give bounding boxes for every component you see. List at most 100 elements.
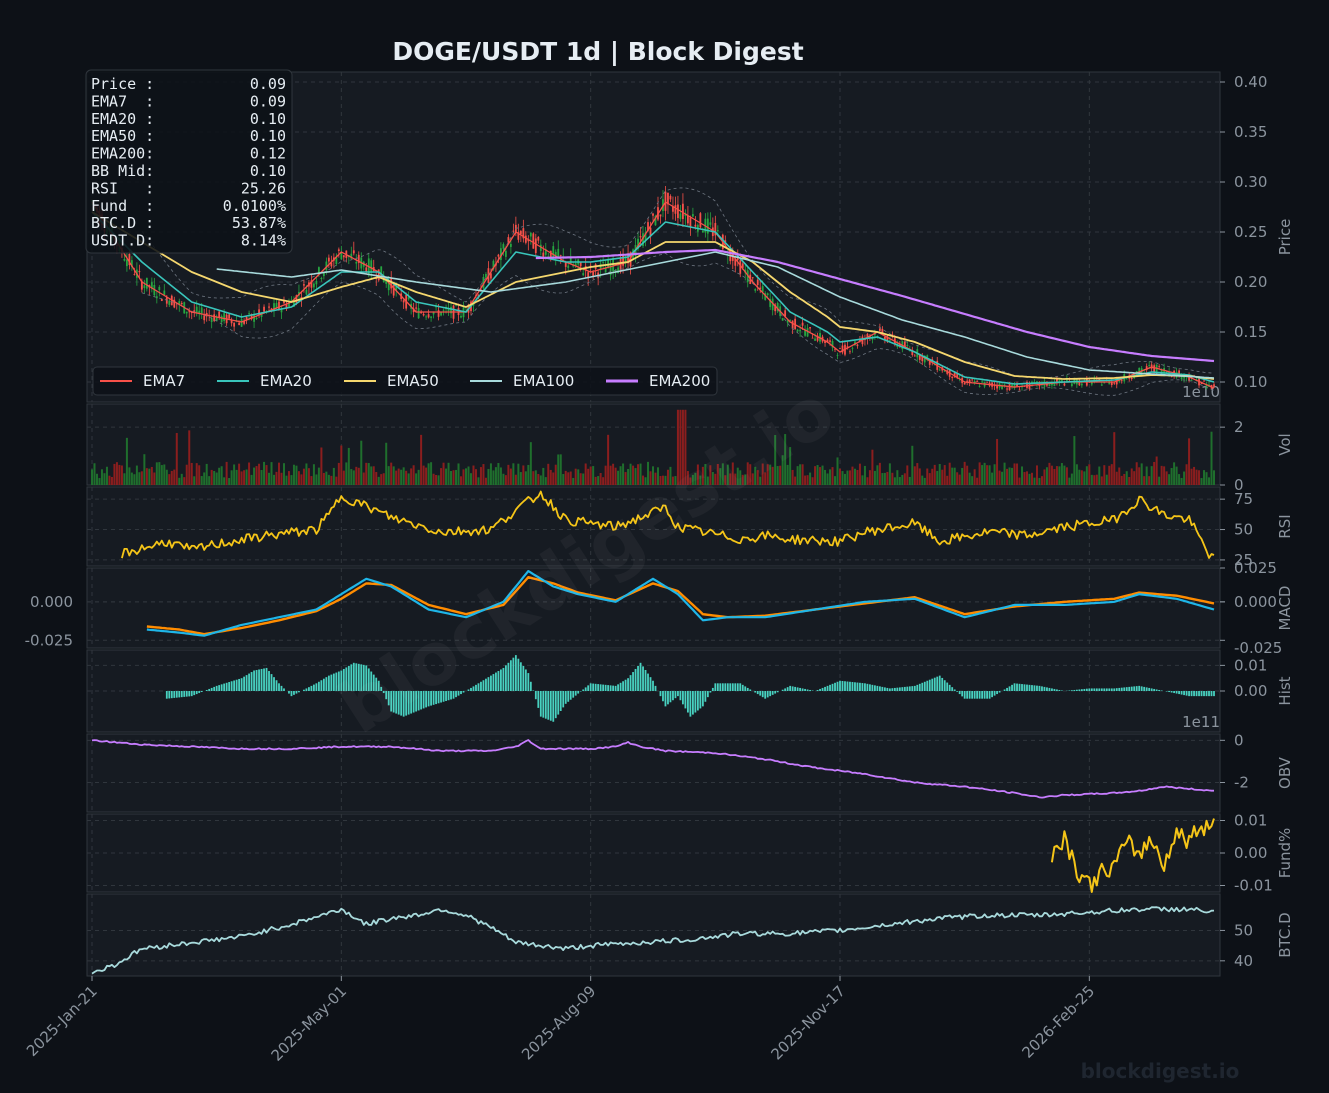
histogram-bar (1193, 691, 1195, 697)
ytick-label-funding: 0.00 (1234, 844, 1267, 862)
histogram-bar (791, 686, 794, 691)
histogram-bar (589, 683, 592, 691)
candle-body (951, 376, 954, 378)
candle-body (128, 253, 131, 266)
volume-bar (819, 467, 822, 485)
volume-bar (766, 464, 769, 485)
histogram-bar (1213, 691, 1215, 697)
candle-body (786, 320, 789, 323)
candle-body (163, 290, 166, 295)
candle-body (288, 302, 290, 307)
candle-body (155, 296, 158, 299)
histogram-bar (677, 691, 679, 697)
candle-body (791, 320, 794, 329)
candle-body (687, 215, 689, 224)
volume-bar (1175, 466, 1178, 485)
volume-bar (751, 473, 754, 485)
candle-body (891, 334, 894, 336)
volume-bar (1075, 464, 1078, 485)
volume-bar (716, 463, 719, 485)
candle-body (218, 311, 221, 318)
volume-bar (764, 472, 767, 485)
candle-body (173, 299, 176, 308)
volume-bar (1021, 466, 1024, 485)
volume-bar (656, 467, 659, 485)
histogram-bar (273, 677, 275, 691)
candle-body (352, 250, 355, 254)
histogram-bar (320, 680, 323, 691)
volume-bar (175, 432, 178, 485)
histogram-bar (235, 679, 238, 691)
volume-bar (968, 472, 971, 485)
volume-bar (148, 468, 151, 485)
ytick-label-rsi: 50 (1234, 521, 1253, 539)
candle-body (1063, 383, 1066, 386)
volume-bar (886, 471, 889, 485)
histogram-bar (1095, 688, 1098, 691)
volume-bar (327, 474, 330, 485)
histogram-bar (303, 689, 305, 691)
histogram-bar (774, 691, 777, 694)
candle-body (544, 249, 547, 255)
volume-bar (609, 465, 612, 485)
volume-bar (632, 465, 635, 485)
histogram-bar (841, 681, 844, 691)
volume-bar (1160, 465, 1163, 485)
volume-bar (642, 475, 645, 485)
histogram-bar (597, 684, 600, 691)
histogram-bar (679, 691, 682, 701)
volume-bar (1150, 466, 1153, 485)
candle-body (682, 203, 684, 220)
histogram-bar (173, 691, 176, 698)
histogram-bar (190, 691, 193, 697)
histogram-bar (619, 682, 622, 691)
histogram-bar (367, 668, 370, 691)
volume-bar (248, 462, 251, 485)
ytick-label-rsi: 75 (1234, 490, 1253, 508)
volume-bar (744, 474, 747, 485)
volume-bar (273, 474, 276, 485)
volume-bar (280, 472, 283, 485)
histogram-bar (1098, 688, 1101, 691)
volume-bar (1058, 466, 1061, 485)
volume-bar (118, 464, 121, 485)
histogram-bar (255, 669, 258, 691)
histogram-bar (1170, 691, 1173, 693)
volume-bar (602, 477, 605, 485)
histogram-bar (761, 691, 764, 698)
candle-body (263, 306, 265, 312)
candle-body (1110, 381, 1113, 386)
volume-bar (881, 473, 884, 485)
volume-bar (814, 466, 817, 485)
candle-body (253, 314, 255, 322)
histogram-bar (1046, 687, 1048, 691)
volume-bar (1090, 474, 1093, 485)
panel-macd (86, 567, 1221, 649)
volume-bar (469, 473, 472, 485)
volume-bar (1120, 475, 1123, 485)
histogram-bar (270, 674, 273, 691)
volume-bar (978, 462, 981, 485)
histogram-bar (183, 691, 186, 697)
histogram-bar (470, 687, 472, 691)
histogram-bar (622, 681, 624, 691)
volume-bar (627, 468, 630, 485)
volume-bar (711, 471, 714, 485)
candle-body (138, 271, 141, 273)
candle-body (327, 257, 330, 262)
candle-body (911, 350, 914, 355)
histogram-bar (851, 682, 854, 691)
volume-bar (524, 471, 527, 485)
candle-body (1170, 376, 1173, 378)
candle-body (652, 213, 654, 216)
histogram-bar (288, 691, 290, 694)
histogram-bar (607, 685, 610, 691)
volume-bar (372, 466, 375, 485)
volume-bar (342, 470, 345, 485)
series-rsi (121, 490, 1215, 559)
histogram-bar (1018, 683, 1021, 691)
candle-body (789, 319, 792, 321)
info-value: 8.14% (241, 232, 286, 250)
volume-bar (245, 469, 248, 485)
volume-bar (135, 465, 138, 485)
